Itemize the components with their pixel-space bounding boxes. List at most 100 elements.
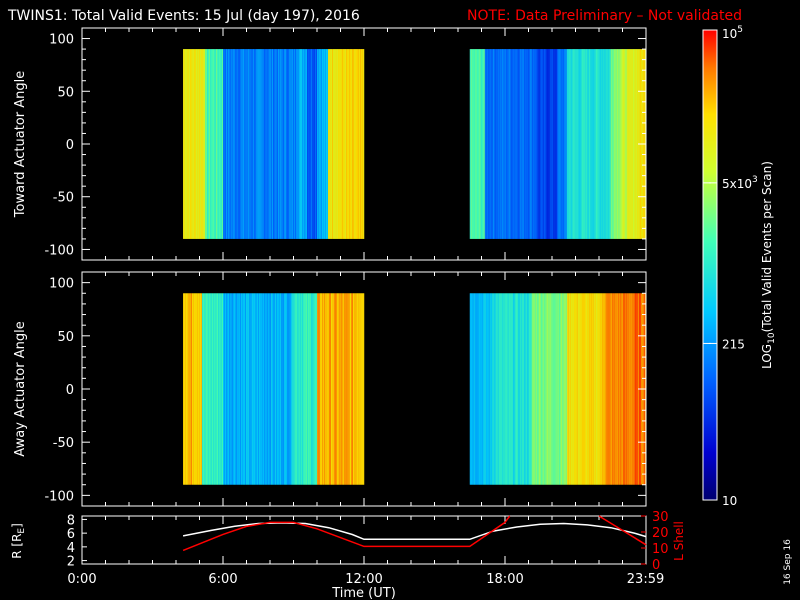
heatmap-column <box>566 49 568 239</box>
heatmap-column <box>609 49 611 239</box>
heatmap-column <box>205 293 207 485</box>
colorbar-tick-label: 10 <box>722 494 737 508</box>
heatmap-column <box>496 49 498 239</box>
heatmap-column <box>345 293 347 485</box>
heatmap-column <box>606 293 608 485</box>
heatmap-column <box>240 49 242 239</box>
preliminary-note: NOTE: Data Preliminary – Not validated <box>467 8 742 24</box>
toward-y-axis: 100 50 0 -50 -100 <box>44 28 647 260</box>
heatmap-column <box>523 293 525 485</box>
heatmap-column <box>555 293 557 485</box>
heatmap-column <box>324 293 326 485</box>
heatmap-column <box>507 49 509 239</box>
heatmap-column <box>550 293 552 485</box>
heatmap-column <box>575 293 577 485</box>
heatmap-column <box>339 49 341 239</box>
heatmap-column <box>495 293 497 485</box>
heatmap-column <box>544 49 546 239</box>
heatmap-column <box>317 293 319 485</box>
heatmap-column <box>293 293 295 485</box>
heatmap-column <box>551 293 553 485</box>
heatmap-column <box>237 293 239 485</box>
heatmap-column <box>625 293 627 485</box>
heatmap-column <box>338 293 340 485</box>
heatmap-column <box>499 293 501 485</box>
heatmap-column <box>228 293 230 485</box>
heatmap-column <box>303 293 305 485</box>
heatmap-column <box>194 49 196 239</box>
heatmap-column <box>493 49 495 239</box>
heatmap-column <box>621 293 623 485</box>
heatmap-column <box>571 49 573 239</box>
heatmap-column <box>197 49 199 239</box>
heatmap-column <box>489 293 491 485</box>
heatmap-column <box>275 49 277 239</box>
heatmap-column <box>481 49 483 239</box>
colorbar-tick-label: 105 <box>722 25 743 41</box>
heatmap-column <box>351 293 353 485</box>
heatmap-column <box>323 293 325 485</box>
date-stamp: 16 Sep 16 <box>783 539 793 585</box>
heatmap-column <box>322 293 324 485</box>
heatmap-column <box>543 293 545 485</box>
heatmap-column <box>607 49 609 239</box>
heatmap-column <box>363 49 365 239</box>
heatmap-column <box>360 49 362 239</box>
heatmap-column <box>289 293 291 485</box>
heatmap-column <box>613 49 615 239</box>
heatmap-column <box>333 49 335 239</box>
heatmap-column <box>624 49 626 239</box>
heatmap-column <box>291 293 293 485</box>
heatmap-column <box>272 293 274 485</box>
heatmap-column <box>477 293 479 485</box>
heatmap-column <box>549 293 551 485</box>
heatmap-column <box>581 293 583 485</box>
heatmap-column <box>343 49 345 239</box>
heatmap-column <box>631 293 633 485</box>
heatmap-column <box>234 49 236 239</box>
heatmap-column <box>599 293 601 485</box>
heatmap-column <box>195 49 197 239</box>
heatmap-column <box>594 49 596 239</box>
heatmap-column <box>572 49 574 239</box>
heatmap-column <box>342 49 344 239</box>
heatmap-column <box>281 49 283 239</box>
heatmap-column <box>493 293 495 485</box>
away-panel: 100 50 0 -50 -100 Away Actuator Angle <box>13 271 647 507</box>
heatmap-column <box>328 49 330 239</box>
heatmap-column <box>614 49 616 239</box>
heatmap-column <box>225 49 227 239</box>
heatmap-column <box>622 293 624 485</box>
heatmap-column <box>197 293 199 485</box>
heatmap-column <box>292 49 294 239</box>
x-axis-label: Time (UT) <box>331 586 396 600</box>
heatmap-column <box>216 49 218 239</box>
heatmap-column <box>632 49 634 239</box>
heatmap-column <box>591 293 593 485</box>
heatmap-column <box>602 293 604 485</box>
heatmap-column <box>226 293 228 485</box>
heatmap-column <box>239 293 241 485</box>
heatmap-column <box>229 293 231 485</box>
heatmap-column <box>211 293 213 485</box>
heatmap-column <box>604 293 606 485</box>
orbit-r-label-main: R [R <box>10 534 24 559</box>
heatmap-column <box>595 49 597 239</box>
heatmap-column <box>268 49 270 239</box>
heatmap-column <box>535 293 537 485</box>
heatmap-column <box>245 293 247 485</box>
heatmap-column <box>499 49 501 239</box>
heatmap-column <box>500 49 502 239</box>
heatmap-column <box>276 293 278 485</box>
heatmap-column <box>571 293 573 485</box>
heatmap-column <box>549 49 551 239</box>
heatmap-column <box>557 49 559 239</box>
heatmap-column <box>337 293 339 485</box>
heatmap-column <box>254 293 256 485</box>
heatmap-column <box>228 49 230 239</box>
heatmap-column <box>314 293 316 485</box>
heatmap-column <box>211 49 213 239</box>
heatmap-column <box>531 293 533 485</box>
heatmap-column <box>294 49 296 239</box>
